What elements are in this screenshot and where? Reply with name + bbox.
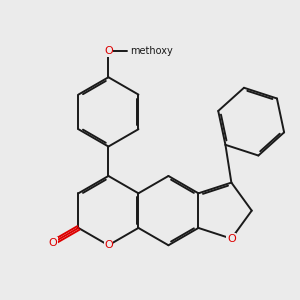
Text: methoxy: methoxy [130, 46, 173, 56]
Text: O: O [227, 234, 236, 244]
Text: O: O [49, 238, 57, 248]
Text: O: O [104, 46, 113, 56]
Text: O: O [104, 240, 113, 250]
